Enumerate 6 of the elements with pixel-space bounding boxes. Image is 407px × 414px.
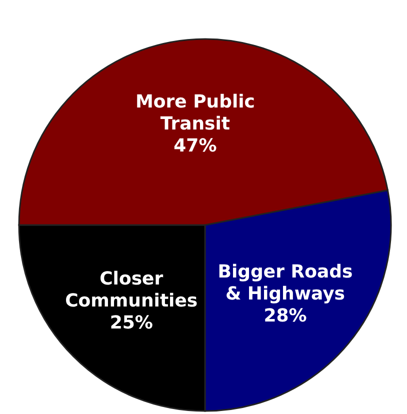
data-label: 28% bbox=[264, 305, 307, 326]
data-label: 47% bbox=[174, 135, 217, 156]
slice-label: Bigger Roads & Highways bbox=[218, 261, 353, 304]
slice-label: More Public Transit bbox=[135, 91, 255, 134]
slice-label: Closer Communities bbox=[65, 268, 198, 312]
data-label: 25% bbox=[110, 312, 153, 334]
